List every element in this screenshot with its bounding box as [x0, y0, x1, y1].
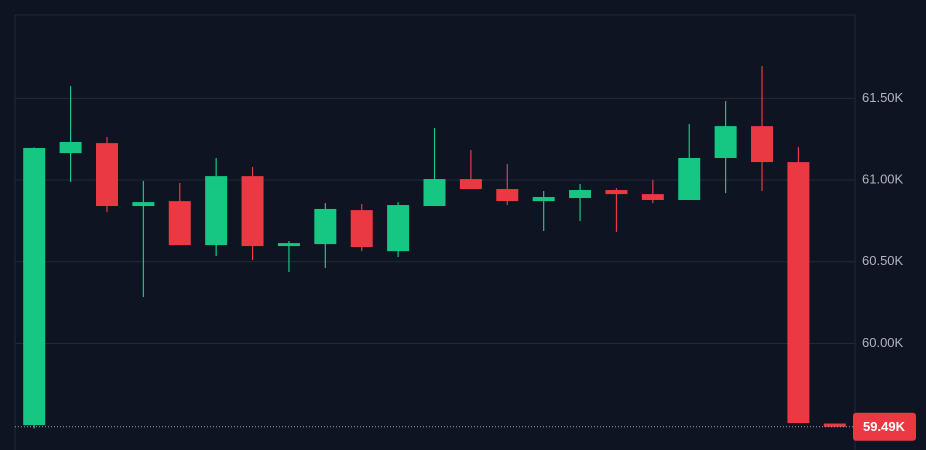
- candle-body: [387, 205, 410, 252]
- candle-body: [277, 243, 300, 247]
- y-tick-label: 60.50K: [862, 253, 904, 268]
- last-price-label: 59.49K: [863, 419, 906, 434]
- y-tick-label: 61.00K: [862, 171, 904, 186]
- candle-body: [823, 423, 846, 427]
- candle-body: [787, 162, 810, 424]
- candle-body: [423, 179, 446, 207]
- candle-body: [678, 157, 701, 200]
- candle-body: [641, 194, 664, 200]
- candle-body: [314, 208, 337, 245]
- last-price-badge: [853, 412, 916, 441]
- candle-body: [350, 210, 373, 248]
- candle-body: [569, 190, 592, 199]
- candle-body: [459, 179, 482, 190]
- candle-body: [532, 197, 555, 202]
- candle-body: [496, 189, 519, 202]
- candle-body: [751, 126, 774, 163]
- candle-body: [605, 190, 628, 195]
- candle-body: [241, 176, 264, 247]
- candle-body: [59, 141, 82, 154]
- candle-body: [205, 176, 228, 246]
- candle-body: [168, 201, 191, 246]
- y-tick-label: 61.50K: [862, 90, 904, 105]
- y-tick-label: 60.00K: [862, 335, 904, 350]
- candle-body: [95, 143, 118, 207]
- candle-body: [23, 148, 46, 426]
- candle-body: [132, 202, 155, 207]
- candle-body: [714, 126, 737, 158]
